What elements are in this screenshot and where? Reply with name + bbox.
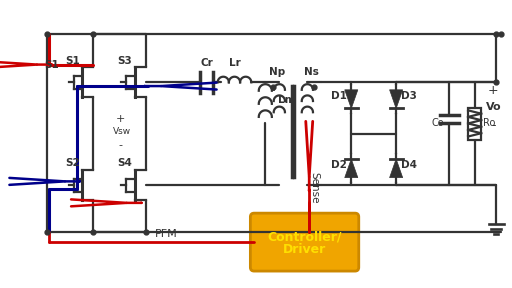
Text: +: + [116,113,125,124]
Text: D1: D1 [331,91,347,101]
Polygon shape [345,90,358,109]
Text: -: - [491,119,496,132]
Text: S1: S1 [66,56,80,66]
Text: Ro: Ro [483,118,496,128]
Bar [468,109,481,140]
Polygon shape [390,90,402,109]
Text: Ns: Ns [304,67,318,77]
Text: Controller/: Controller/ [267,230,342,243]
Text: D4: D4 [401,160,417,170]
Text: Sense: Sense [309,172,319,204]
Text: Lr: Lr [228,58,240,67]
Text: Vsw: Vsw [113,127,132,136]
Text: PFM: PFM [155,230,178,239]
Text: S1: S1 [44,60,58,70]
Text: +: + [488,84,499,96]
Text: Lm: Lm [279,95,296,105]
Text: D2: D2 [331,160,347,170]
Polygon shape [390,159,402,178]
Text: S4: S4 [118,158,133,168]
FancyBboxPatch shape [250,213,359,271]
Text: Cr: Cr [200,58,213,67]
Text: S3: S3 [118,56,133,66]
Text: Driver: Driver [283,243,326,256]
Text: D3: D3 [401,91,417,101]
Text: Co: Co [432,118,444,128]
Text: Np: Np [269,67,286,77]
Polygon shape [345,159,358,178]
Text: -: - [118,140,122,150]
Text: Vo: Vo [485,102,501,112]
Text: S2: S2 [66,158,80,168]
